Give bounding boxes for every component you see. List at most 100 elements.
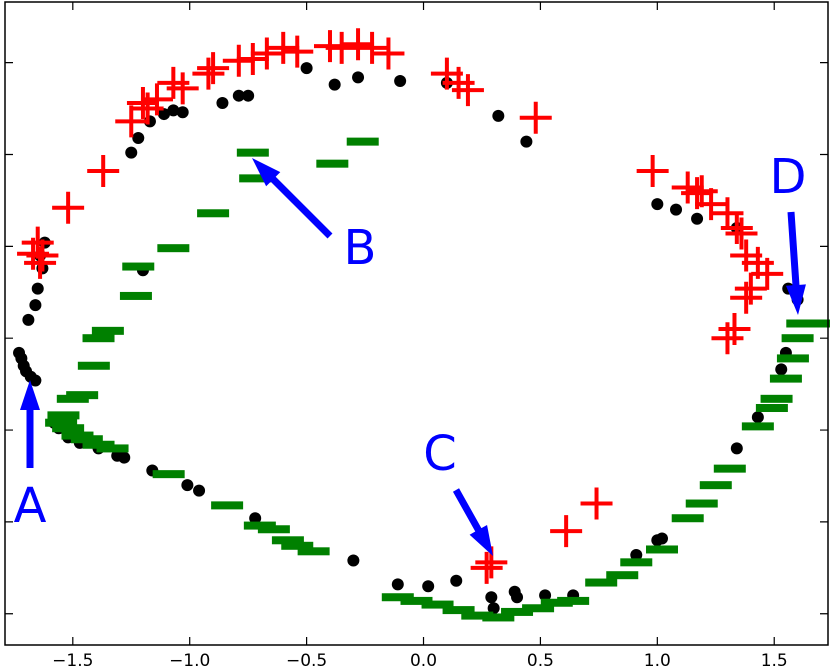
plus-marker — [267, 31, 300, 64]
minus-marker — [421, 600, 454, 609]
dot — [176, 106, 189, 119]
minus-marker — [800, 319, 830, 328]
x-tick-label: 0.5 — [527, 651, 554, 670]
minus-marker — [52, 424, 85, 433]
dot — [520, 135, 533, 148]
minus-marker — [522, 604, 555, 613]
plot-frame — [4, 1, 829, 646]
plus-marker — [52, 191, 85, 224]
dot — [300, 62, 313, 75]
dot — [730, 442, 743, 455]
minus-marker — [122, 262, 155, 271]
minus-marker — [211, 501, 244, 510]
plus-marker — [356, 31, 389, 64]
minus-marker — [346, 137, 379, 146]
minus-marker — [316, 159, 349, 168]
plus-marker — [281, 35, 314, 68]
dot — [775, 363, 788, 376]
minus-marker — [157, 244, 190, 253]
annotation-arrow — [452, 488, 493, 556]
plus-marker — [718, 313, 751, 346]
annotation-arrow — [20, 380, 40, 468]
dot — [352, 71, 365, 84]
minus-marker — [540, 598, 573, 607]
dot — [670, 203, 683, 216]
plus-marker — [140, 83, 173, 116]
dot — [450, 574, 463, 587]
minus-marker — [755, 404, 788, 413]
dot — [492, 109, 505, 122]
plus-marker — [250, 37, 283, 70]
dot — [394, 74, 407, 87]
dot — [511, 591, 524, 604]
plus-marker — [87, 155, 120, 188]
annotation-arrow — [252, 158, 333, 239]
plus-marker — [372, 37, 405, 70]
minus-marker — [381, 593, 414, 602]
annotation-label: C — [423, 426, 457, 482]
x-tick-label: −1.0 — [169, 651, 210, 670]
plus-marker — [197, 52, 230, 85]
minus-marker — [585, 578, 618, 587]
minus-marker — [297, 547, 330, 556]
minus-marker — [442, 606, 475, 615]
dot — [751, 411, 764, 424]
minus-marker — [281, 541, 314, 550]
dot — [232, 89, 245, 102]
dot — [651, 198, 664, 211]
minus-marker — [197, 209, 230, 218]
minus-marker — [685, 499, 718, 508]
dot — [347, 554, 360, 567]
plus-marker — [342, 28, 375, 61]
plus-marker — [695, 188, 728, 221]
minus-marker — [96, 444, 129, 453]
plus-marker — [751, 257, 784, 290]
minus-marker — [271, 536, 304, 545]
plus-marker — [580, 487, 613, 520]
minus-marker — [77, 361, 110, 370]
minus-marker — [645, 545, 678, 554]
dot — [249, 512, 262, 525]
minus-marker — [557, 596, 590, 605]
minus-marker — [82, 334, 115, 343]
annotation-arrow — [785, 211, 806, 315]
minus-marker — [119, 291, 152, 300]
minus-marker — [45, 418, 78, 427]
dot — [157, 108, 170, 121]
plus-marker — [126, 87, 159, 120]
annotation-label: A — [14, 478, 47, 534]
plus-marker — [636, 155, 669, 188]
dot — [487, 602, 500, 615]
dot — [132, 131, 145, 144]
dot — [22, 313, 35, 326]
annotation-label: D — [770, 149, 807, 205]
minus-marker — [91, 326, 124, 335]
x-tick-label: 1.5 — [761, 651, 788, 670]
plus-marker — [236, 42, 269, 75]
dot — [422, 580, 435, 593]
minus-marker — [776, 354, 809, 363]
plus-marker — [730, 281, 763, 314]
minus-marker — [606, 571, 639, 580]
plus-marker — [711, 322, 744, 355]
minus-marker — [56, 394, 89, 403]
x-tick-label: −0.5 — [286, 651, 327, 670]
plus-marker — [192, 57, 225, 90]
dot — [328, 78, 341, 91]
plus-marker — [734, 272, 767, 305]
plus-marker — [24, 246, 57, 279]
plus-marker — [470, 551, 503, 584]
minus-marker — [501, 607, 534, 616]
minus-marker — [699, 481, 732, 490]
minus-marker — [152, 470, 185, 479]
minus-marker — [236, 148, 269, 157]
minus-marker — [769, 374, 802, 383]
plus-marker — [519, 101, 552, 134]
plus-marker — [166, 72, 199, 105]
dot — [181, 479, 194, 492]
minus-marker — [400, 596, 433, 605]
dot — [193, 484, 206, 497]
minus-marker — [70, 435, 103, 444]
minus-marker — [760, 394, 793, 403]
